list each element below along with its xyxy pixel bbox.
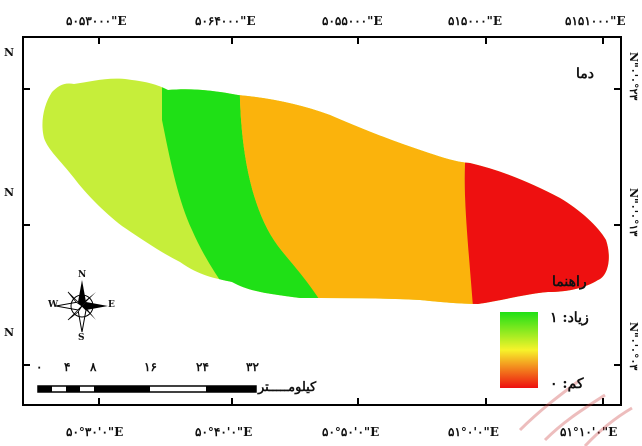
- top-coord-4: ۵۱۵۰۰۰"E: [448, 14, 503, 28]
- top-coord-5: ۵۱۵۱۰۰۰"E: [565, 14, 626, 28]
- legend-high-label: زیاد: ۱: [550, 310, 589, 326]
- north-arrow-icon: [55, 280, 108, 333]
- bottom-coord-2: ۵۰°۴۰'۰"E: [195, 425, 253, 439]
- bottom-coord-3: ۵۰°۵۰'۰"E: [322, 425, 380, 439]
- top-coord-2: ۵۰۶۴۰۰۰"E: [195, 14, 256, 28]
- compass-w-label: W: [48, 300, 59, 310]
- zone-red: [460, 78, 609, 305]
- legend-low-label: کم: ۰: [550, 376, 584, 392]
- scale-unit-label: کیلومـــــتر: [258, 380, 317, 395]
- top-coord-1: ۵۰۵۳۰۰۰"E: [66, 14, 127, 28]
- compass-n-label: N: [78, 270, 87, 280]
- scale-tick-24: ۲۴: [196, 360, 209, 374]
- scale-tick-32: ۳۲: [246, 360, 259, 374]
- top-coord-3: ۵۰۵۵۰۰۰"E: [322, 14, 383, 28]
- bottom-coord-1: ۵۰°۳۰'۰"E: [66, 425, 124, 439]
- left-coord-1: N: [4, 46, 15, 59]
- legend-gradient-bar: [500, 312, 538, 388]
- zone-green: [162, 78, 332, 305]
- legend-title: راهنما: [552, 274, 587, 290]
- compass-s-label: S: [78, 333, 85, 343]
- left-coord-2: N: [4, 186, 15, 199]
- scale-tick-4: ۴: [64, 360, 71, 374]
- bottom-coord-5: ۵۱°۱۰'۰"E: [560, 425, 618, 439]
- scale-tick-0: ۰: [36, 360, 43, 374]
- compass-e-label: E: [108, 300, 115, 310]
- scale-tick-8: ۸: [90, 360, 97, 374]
- scale-bar: [37, 385, 257, 393]
- scale-tick-16: ۱۶: [144, 360, 157, 374]
- bottom-coord-4: ۵۱°۰'۰"E: [448, 425, 499, 439]
- watermark-logo: [518, 378, 633, 446]
- map-title: دما: [576, 66, 594, 82]
- left-coord-3: N: [4, 326, 15, 339]
